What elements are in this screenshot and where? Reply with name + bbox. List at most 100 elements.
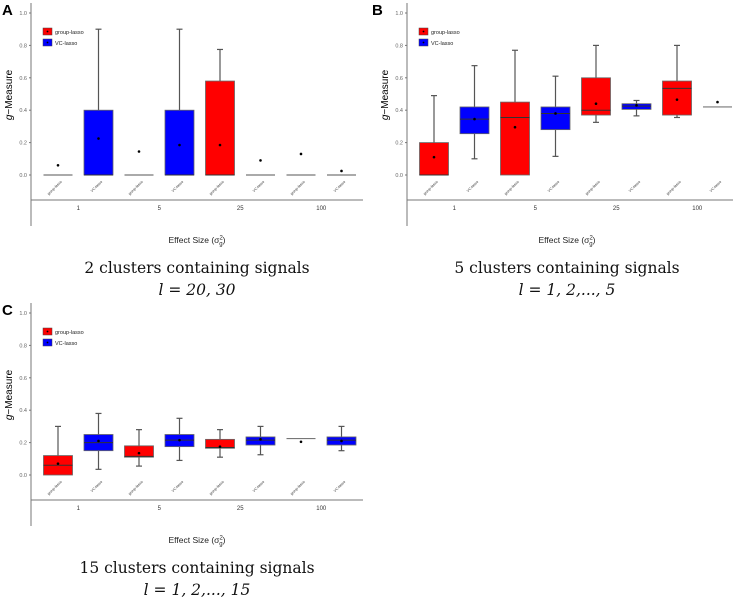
panel-b-chart: B0.00.20.40.60.81.0g−Measuregroup-lassoV… bbox=[372, 2, 733, 299]
box-group-lasso-5 bbox=[124, 150, 154, 176]
y-tick-label: 0.0 bbox=[395, 173, 403, 179]
x-axis-title-close: ) bbox=[223, 535, 226, 545]
mean-point bbox=[97, 137, 100, 140]
legend-label: VC-lasso bbox=[55, 341, 77, 347]
box-method-label: group-lasso bbox=[290, 180, 306, 196]
x-group-label: 5 bbox=[158, 206, 162, 212]
box-group-lasso-100 bbox=[286, 152, 316, 176]
y-tick-label: 0.0 bbox=[19, 173, 27, 179]
box-body bbox=[205, 80, 235, 176]
box-group-lasso-1 bbox=[43, 425, 73, 476]
legend-label: VC-lasso bbox=[55, 41, 77, 47]
x-group-label: 100 bbox=[692, 206, 703, 212]
box-group-lasso-1 bbox=[43, 163, 73, 176]
box-VC-lasso-100 bbox=[326, 425, 357, 452]
box-method-label: group-lasso bbox=[47, 480, 63, 496]
y-tick-label: 0.8 bbox=[395, 43, 403, 49]
y-axis-title-italic: g bbox=[4, 114, 15, 120]
mean-point bbox=[635, 104, 638, 107]
box-method-label: group-lasso bbox=[128, 480, 144, 496]
y-tick-label: 0.8 bbox=[19, 343, 27, 349]
mean-point bbox=[473, 117, 476, 121]
box-VC-lasso-25 bbox=[246, 159, 275, 176]
box-method-label: group-lasso bbox=[423, 180, 439, 196]
caption-line-1: 2 clusters containing signals bbox=[84, 259, 309, 277]
mean-point bbox=[56, 163, 60, 167]
box-group-lasso-25 bbox=[205, 429, 235, 458]
box-body bbox=[662, 80, 692, 116]
y-axis-title-italic: g bbox=[4, 414, 15, 420]
panel-label: A bbox=[2, 2, 13, 19]
mean-point bbox=[56, 462, 60, 465]
caption-line-2: l = 1, 2,..., 5 bbox=[519, 281, 616, 299]
mean-point bbox=[218, 143, 222, 147]
x-axis-title-sup: 2 bbox=[589, 236, 593, 242]
caption-line-2: l = 1, 2,..., 15 bbox=[144, 581, 251, 599]
y-tick-label: 0.8 bbox=[19, 43, 27, 49]
box-method-label: group-lasso bbox=[47, 180, 63, 196]
legend-label: group-lasso bbox=[431, 30, 460, 36]
x-axis-title-close: ) bbox=[223, 235, 226, 245]
y-tick-label: 0.4 bbox=[19, 108, 27, 114]
legend-label: group-lasso bbox=[55, 330, 84, 336]
x-axis-title: Effect Size (σ2 g) bbox=[539, 235, 596, 248]
box-body bbox=[245, 436, 276, 446]
y-axis-title-italic: g bbox=[380, 114, 391, 120]
box-body bbox=[83, 109, 114, 176]
box-group-lasso-25 bbox=[205, 48, 235, 176]
mean-point bbox=[594, 102, 598, 106]
panel-c-chart: C0.00.20.40.60.81.0g−Measuregroup-lassoV… bbox=[2, 302, 363, 599]
box-body bbox=[205, 438, 235, 449]
x-group-label: 5 bbox=[158, 506, 162, 512]
mean-point bbox=[137, 451, 141, 455]
box-VC-lasso-1 bbox=[459, 65, 490, 160]
mean-point bbox=[340, 169, 343, 173]
box-VC-lasso-5 bbox=[164, 417, 195, 462]
x-group-label: 1 bbox=[77, 206, 81, 212]
y-tick-label: 0.2 bbox=[395, 141, 403, 147]
x-axis-title-main: Effect Size (σ bbox=[539, 235, 591, 245]
caption-line-1: 15 clusters containing signals bbox=[79, 559, 314, 577]
mean-point bbox=[716, 100, 719, 104]
x-axis-title: Effect Size (σ2 g) bbox=[169, 235, 226, 248]
y-tick-label: 0.2 bbox=[19, 141, 27, 147]
panel-c: C 0.0 0.2 0.4 0.6 0.8 1.0 g−Measure group-lasso V… bbox=[0, 300, 372, 600]
legend-dot bbox=[46, 341, 49, 344]
box-method-label: VC-lasso bbox=[90, 180, 103, 193]
x-group-label: 25 bbox=[237, 506, 244, 512]
mean-point bbox=[554, 112, 557, 115]
box-method-label: VC-lasso bbox=[171, 480, 184, 493]
box-method-label: VC-lasso bbox=[547, 180, 560, 193]
box-method-label: VC-lasso bbox=[466, 180, 479, 193]
panel-a-chart: A0.00.20.40.60.81.0g−Measuregroup-lassoV… bbox=[2, 2, 363, 299]
x-group-label: 25 bbox=[613, 206, 620, 212]
legend-dot bbox=[46, 41, 49, 44]
box-group-lasso-5 bbox=[124, 429, 154, 467]
box-method-label: group-lasso bbox=[290, 480, 306, 496]
caption-line-1: 5 clusters containing signals bbox=[454, 259, 679, 277]
x-axis-title-main: Effect Size (σ bbox=[169, 535, 221, 545]
x-group-label: 5 bbox=[534, 206, 538, 212]
y-tick-label: 0.6 bbox=[19, 76, 27, 82]
legend-label: VC-lasso bbox=[431, 41, 453, 47]
mean-point bbox=[675, 98, 679, 101]
mean-point bbox=[513, 125, 517, 129]
box-group-lasso-100 bbox=[662, 44, 692, 119]
box-method-label: group-lasso bbox=[585, 180, 601, 196]
mean-point bbox=[137, 150, 141, 153]
panel-b: B 0.0 0.2 0.4 0.6 0.8 1.0 g−Measure group-lasso V… bbox=[370, 0, 742, 300]
box-method-label: group-lasso bbox=[209, 180, 225, 196]
box-group-lasso-5 bbox=[500, 49, 530, 176]
x-group-label: 1 bbox=[453, 206, 457, 212]
x-group-label: 100 bbox=[316, 506, 327, 512]
box-method-label: VC-lasso bbox=[628, 180, 641, 193]
legend-dot bbox=[46, 330, 49, 333]
y-axis-title: g−Measure bbox=[380, 69, 391, 120]
mean-point bbox=[432, 155, 436, 159]
x-axis-title-sup: 2 bbox=[219, 236, 223, 242]
box-body bbox=[419, 142, 449, 176]
x-axis-title-sup: 2 bbox=[219, 536, 223, 542]
box-method-label: VC-lasso bbox=[709, 180, 722, 193]
box-body bbox=[540, 106, 571, 131]
box-body bbox=[124, 445, 154, 458]
